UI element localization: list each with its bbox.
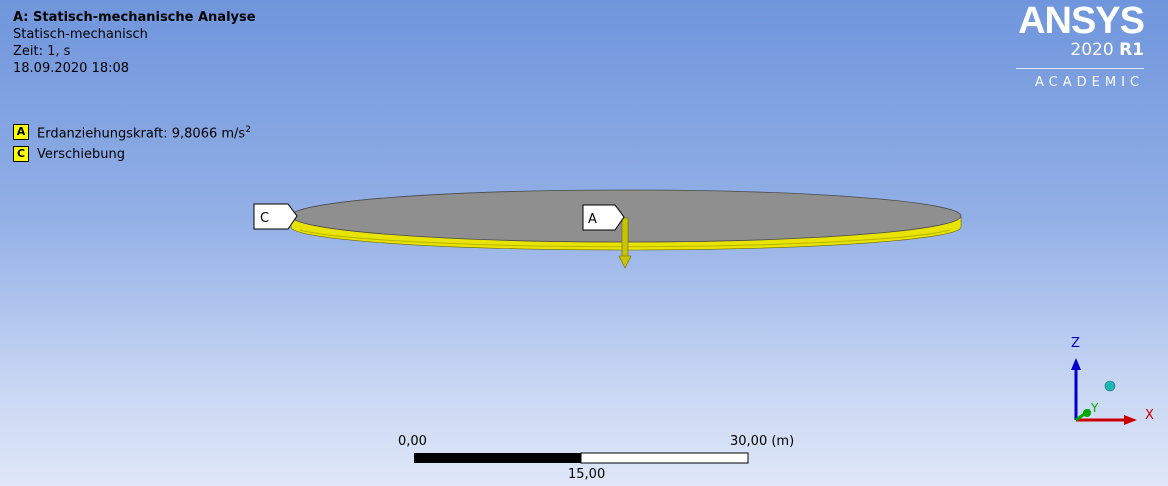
logo-version: 2020 R1 xyxy=(1070,40,1144,60)
logo-divider xyxy=(1016,68,1144,69)
callout-c-label: C xyxy=(260,211,269,226)
legend-item-displacement[interactable]: C Verschiebung xyxy=(13,143,251,165)
callout-a[interactable]: A xyxy=(582,204,625,231)
scale-label-right: 30,00 (m) xyxy=(730,434,794,449)
gravity-arrow xyxy=(618,217,632,269)
legend-badge-a: A xyxy=(13,124,29,140)
scale-label-mid: 15,00 xyxy=(568,467,605,482)
callout-a-label: A xyxy=(588,212,597,227)
analysis-type: Statisch-mechanisch xyxy=(13,27,148,42)
analysis-time: Zeit: 1, s xyxy=(13,44,71,59)
scale-label-left: 0,00 xyxy=(398,434,427,449)
analysis-title: A: Statisch-mechanische Analyse xyxy=(13,10,256,25)
triad-y-label: Y xyxy=(1090,401,1099,415)
ansys-logo: ANSYS 2020 R1 ACADEMIC xyxy=(1016,0,1145,91)
axis-triad[interactable]: Z Y X xyxy=(1071,336,1154,425)
triad-x-label: X xyxy=(1145,408,1154,423)
boundary-condition-legend: A Erdanziehungskraft: 9,8066 m/s2 C Vers… xyxy=(13,121,251,165)
legend-label-displacement: Verschiebung xyxy=(37,146,125,162)
callout-c[interactable]: C xyxy=(253,203,298,230)
legend-badge-c: C xyxy=(13,146,29,162)
logo-edition: ACADEMIC xyxy=(1035,75,1144,90)
logo-brand: ANSYS xyxy=(1018,0,1145,42)
analysis-date: 18.09.2020 18:08 xyxy=(13,61,130,76)
scale-bar: 0,00 30,00 (m) 15,00 xyxy=(398,434,794,482)
analysis-info: A: Statisch-mechanische Analyse Statisch… xyxy=(13,9,256,77)
triad-z-label: Z xyxy=(1071,336,1080,351)
legend-item-gravity[interactable]: A Erdanziehungskraft: 9,8066 m/s2 xyxy=(13,121,251,143)
legend-label-gravity: Erdanziehungskraft: 9,8066 m/s2 xyxy=(37,124,251,142)
